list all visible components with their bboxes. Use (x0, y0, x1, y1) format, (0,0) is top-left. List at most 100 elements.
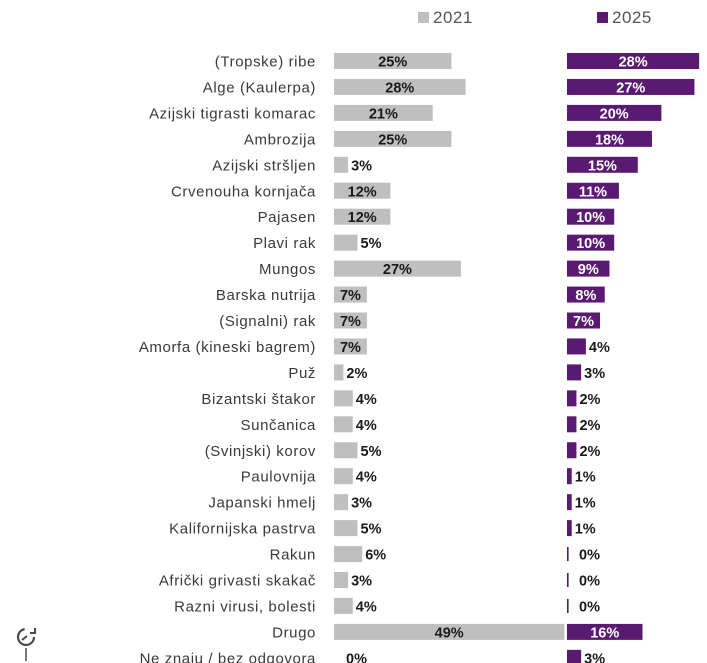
bar-2025-alge-kaulerpa (567, 78, 695, 95)
data-label-2021-tropske-ribe: 25% (378, 55, 407, 71)
category-label-puz: Puž (288, 365, 316, 382)
bar-2021-africki-grivasti-skakac (334, 572, 349, 588)
data-label-2025-plavi-rak: 10% (576, 236, 605, 252)
category-label-africki-grivasti-skakac: Afrički grivasti skakač (159, 573, 316, 590)
bar-2021-plavi-rak (334, 234, 358, 251)
bar-2025-ambrozija (567, 130, 652, 147)
category-label-razni-virusi-bolesti: Razni virusi, bolesti (174, 598, 316, 615)
bar-2025-crvenouha-kornjaca (567, 182, 619, 199)
legend-swatch-2021 (418, 12, 429, 23)
data-label-2025-signalni-rak: 7% (573, 314, 594, 330)
legend: 2021 2025 (418, 8, 652, 27)
data-label-2021-ambrozija: 25% (378, 132, 407, 148)
legend-swatch-2025 (597, 12, 608, 23)
bar-2025-signalni-rak (567, 312, 601, 329)
bar-2021-rakun (334, 546, 363, 563)
category-label-mungos: Mungos (259, 261, 316, 278)
data-label-2025-tropske-ribe: 28% (619, 55, 648, 71)
data-label-2021-africki-grivasti-skakac: 3% (351, 574, 372, 590)
data-label-2025-japanski-hmelj: 1% (575, 496, 596, 512)
data-label-2025-rakun: 0% (579, 548, 600, 564)
data-label-2025-amorfa-kineski-bagrem: 4% (589, 340, 610, 356)
data-label-2025-svinjski-korov: 2% (579, 444, 600, 460)
bar-2025-kalifornijska-pastrva (567, 520, 572, 537)
data-label-2025-drugo: 16% (590, 625, 619, 641)
data-label-2021-kalifornijska-pastrva: 5% (361, 522, 382, 538)
category-label-azijski-tigrasti-komarac: Azijski tigrasti komarac (149, 105, 316, 122)
legend-label-2021: 2021 (433, 8, 473, 27)
data-label-2025-kalifornijska-pastrva: 1% (575, 522, 596, 538)
category-label-suncanica: Sunčanica (241, 417, 317, 434)
bar-2021-azijski-strsljen (334, 156, 349, 173)
category-label-barska-nutrija: Barska nutrija (216, 287, 316, 304)
category-label-rakun: Rakun (270, 547, 316, 564)
category-label-tropske-ribe: (Tropske) ribe (215, 54, 316, 71)
data-label-2025-ambrozija: 18% (595, 132, 624, 148)
bar-2021-alge-kaulerpa (334, 78, 466, 95)
bar-2025-azijski-tigrasti-komarac (567, 104, 662, 121)
bar-2021-tropske-ribe (334, 53, 452, 69)
category-label-plavi-rak: Plavi rak (253, 235, 316, 252)
data-label-2021-alge-kaulerpa: 28% (385, 80, 414, 96)
data-label-2021-mungos: 27% (383, 262, 412, 278)
category-label-ambrozija: Ambrozija (244, 131, 316, 148)
category-label-alge-kaulerpa: Alge (Kaulerpa) (203, 79, 316, 96)
bar-2025-ne-znaju-bez-odgovora (567, 649, 582, 663)
legend-label-2025: 2025 (612, 8, 652, 27)
data-label-2021-razni-virusi-bolesti: 4% (356, 599, 377, 615)
circular-arrow-logo-icon (16, 627, 36, 661)
data-label-2021-japanski-hmelj: 3% (351, 496, 372, 512)
data-label-2021-bizantski-stakor: 4% (356, 392, 377, 408)
bar-2021-azijski-tigrasti-komarac (334, 104, 433, 121)
category-label-bizantski-stakor: Bizantski štakor (201, 391, 316, 408)
data-label-2021-puz: 2% (346, 366, 367, 382)
series-2025-bars: 28% 27% 20% 18% 15% 11% 10% 10% 9% 8% 7% 4% 3% 2% 2% 2%… (567, 53, 700, 663)
bar-2021-japanski-hmelj (334, 494, 349, 511)
data-label-2025-pajasen: 10% (576, 210, 605, 226)
category-label-pajasen: Pajasen (258, 209, 316, 226)
data-label-2021-ne-znaju-bez-odgovora: 0% (346, 651, 367, 663)
series-2021-bars: 25%28%21%25%3%12%12%5%27%7%7%7%2%4%4%5%4… (334, 53, 565, 663)
bar-2021-amorfa-kineski-bagrem (334, 338, 367, 355)
bar-2025-amorfa-kineski-bagrem (567, 338, 586, 355)
data-label-2021-azijski-strsljen: 3% (351, 158, 372, 174)
category-label-japanski-hmelj: Japanski hmelj (208, 495, 316, 512)
data-label-2025-azijski-tigrasti-komarac: 20% (600, 106, 629, 122)
data-label-2025-africki-grivasti-skakac: 0% (579, 574, 600, 590)
data-label-2021-amorfa-kineski-bagrem: 7% (340, 340, 361, 356)
bar-2025-azijski-strsljen (567, 156, 638, 173)
bar-2025-pajasen (567, 208, 615, 225)
data-label-2025-mungos: 9% (578, 262, 599, 278)
data-label-2025-paulovnija: 1% (575, 470, 596, 486)
data-label-2021-suncanica: 4% (356, 418, 377, 434)
data-label-2025-bizantski-stakor: 2% (579, 392, 600, 408)
data-label-2025-barska-nutrija: 8% (575, 288, 596, 304)
data-label-2021-barska-nutrija: 7% (340, 288, 361, 304)
category-label-kalifornijska-pastrva: Kalifornijska pastrva (169, 521, 316, 538)
data-label-2021-azijski-tigrasti-komarac: 21% (369, 106, 398, 122)
bar-2025-rakun (567, 547, 569, 562)
bar-2021-kalifornijska-pastrva (334, 520, 358, 537)
bar-2025-japanski-hmelj (567, 494, 572, 511)
data-label-2021-drugo: 49% (435, 625, 464, 641)
data-label-2021-crvenouha-kornjaca: 12% (348, 184, 377, 200)
category-label-azijski-strsljen: Azijski stršljen (212, 157, 316, 174)
data-label-2021-paulovnija: 4% (356, 470, 377, 486)
bar-2025-suncanica (567, 416, 577, 433)
data-label-2025-alge-kaulerpa: 27% (616, 80, 645, 96)
category-label-crvenouha-kornjaca: Crvenouha kornjača (171, 183, 316, 200)
data-label-2021-svinjski-korov: 5% (361, 444, 382, 460)
data-label-2025-suncanica: 2% (579, 418, 600, 434)
data-label-2025-ne-znaju-bez-odgovora: 3% (584, 651, 605, 663)
bar-2025-drugo (567, 623, 643, 640)
category-label-amorfa-kineski-bagrem: Amorfa (kineski bagrem) (139, 339, 316, 356)
bar-2021-drugo (334, 623, 565, 640)
data-label-2025-crvenouha-kornjaca: 11% (579, 184, 607, 200)
bar-2025-puz (567, 364, 582, 381)
bar-2021-signalni-rak (334, 312, 367, 329)
bar-2021-mungos (334, 260, 461, 277)
category-label-signalni-rak: (Signalni) rak (219, 313, 316, 330)
data-label-2025-puz: 3% (584, 366, 605, 382)
data-label-2025-razni-virusi-bolesti: 0% (579, 599, 600, 615)
category-label-svinjski-korov: (Svinjski) korov (205, 443, 316, 460)
